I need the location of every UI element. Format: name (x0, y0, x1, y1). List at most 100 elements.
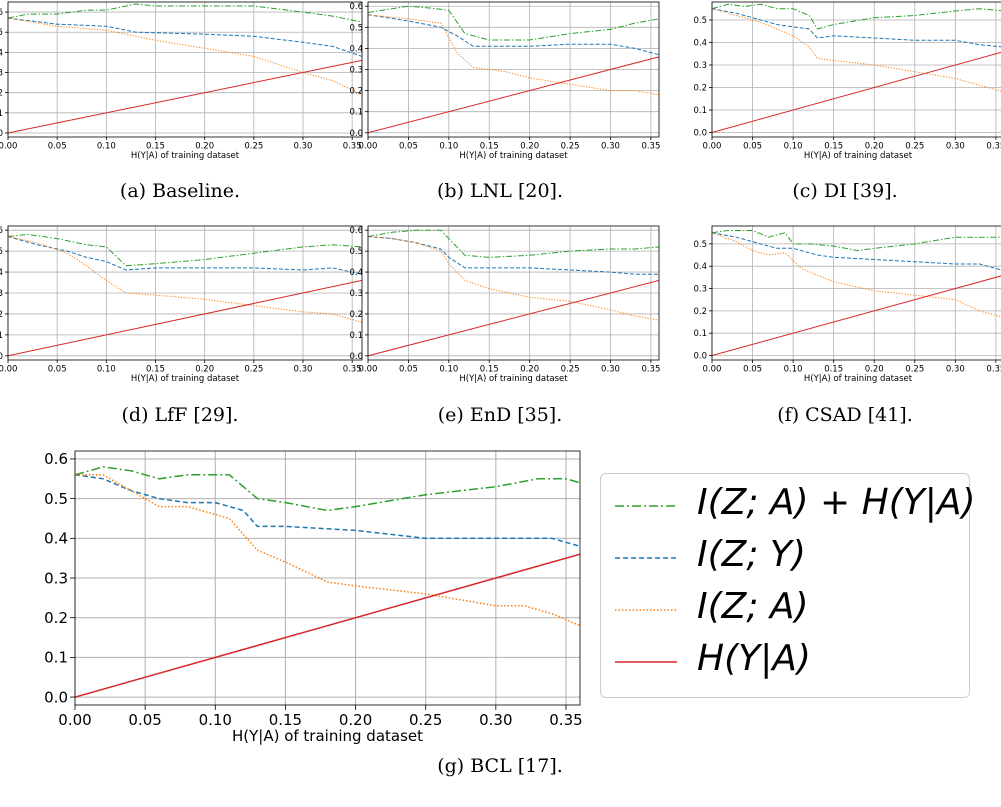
x-tick-label: 0.30 (294, 365, 313, 375)
y-tick-label: 0.1 (44, 649, 68, 667)
x-tick-label: 0.20 (195, 365, 214, 375)
x-tick-label: 0.05 (48, 142, 67, 152)
x-axis-label: H(Y|A) of training dataset (804, 374, 913, 384)
series-line-zy (368, 236, 659, 275)
legend-entry-hya: H(Y|A) (601, 638, 969, 680)
y-tick-label: 0.2 (44, 609, 68, 627)
x-axis-label: H(Y|A) of training dataset (459, 374, 568, 384)
series-line-zy (8, 236, 362, 275)
series-line-hya (75, 553, 580, 698)
series-line-hya (8, 279, 362, 357)
x-tick-label: 0.05 (399, 365, 418, 375)
legend-entry-sum: I(Z; A) + H(Y|A) (601, 482, 976, 524)
x-tick-label: 0.15 (480, 365, 499, 375)
chart-e: 0.00 0.05 0.10 0.15 0.20 0.25 0.30 0.35 0.0 0.1 0.… (349, 225, 660, 384)
x-tick-label: 0.00 (0, 142, 17, 152)
legend-label-sum: I(Z; A) + H(Y|A) (697, 482, 976, 523)
legend-line-zy (615, 557, 677, 559)
legend-line-za (615, 609, 677, 611)
y-tick-label: 0.5 (44, 490, 68, 508)
y-tick-label: 0.3 (0, 289, 3, 299)
x-tick-label: 0.20 (865, 365, 884, 375)
chart-f: 0.00 0.05 0.10 0.15 0.20 0.25 0.30 0.35 0.0 0.1 0.… (693, 225, 1001, 384)
x-tick-label: 0.05 (399, 142, 418, 152)
chart-a: 0.00 0.05 0.10 0.15 0.20 0.25 0.30 0.35 0.0 0.1 0.… (0, 1, 363, 161)
x-tick-label: 0.30 (601, 142, 620, 152)
y-tick-label: 0.0 (693, 128, 707, 138)
y-tick-label: 0.4 (349, 268, 363, 278)
y-tick-label: 0.6 (0, 8, 3, 18)
x-tick-label: 0.25 (905, 142, 924, 152)
series-line-za (8, 236, 362, 323)
x-axis-label: H(Y|A) of training dataset (459, 151, 568, 161)
plot-frame (711, 1, 1001, 138)
x-tick-label: 0.00 (359, 365, 378, 375)
y-tick-label: 0.3 (0, 68, 3, 78)
y-tick-label: 0.3 (44, 569, 68, 587)
x-tick-label: 0.10 (439, 365, 458, 375)
y-tick-label: 0.5 (0, 28, 3, 38)
series-line-zy (368, 14, 659, 56)
legend: I(Z; A) + H(Y|A) I(Z; Y) I(Z; A) H(Y|A) (600, 473, 976, 698)
series-line-hya (712, 275, 1001, 356)
caption-g: (g) BCL [17]. (437, 755, 563, 777)
caption-f: (f) CSAD [41]. (777, 404, 913, 426)
series-line-zy (712, 8, 1001, 48)
x-tick-label: 0.00 (58, 711, 91, 729)
x-tick-label: 0.00 (0, 365, 17, 375)
y-tick-label: 0.2 (349, 310, 363, 320)
y-tick-label: 0.6 (349, 226, 363, 236)
y-tick-label: 0.3 (693, 285, 707, 295)
x-tick-label: 0.25 (244, 365, 263, 375)
x-tick-label: 0.30 (479, 711, 512, 729)
series-line-sum (368, 5, 659, 41)
y-tick-label: 0.1 (349, 108, 363, 118)
x-axis-label: H(Y|A) of training dataset (232, 727, 423, 745)
series-line-zy (8, 17, 362, 57)
x-tick-label: 0.05 (743, 365, 762, 375)
y-tick-label: 0.2 (349, 87, 363, 97)
legend-line-sum (615, 505, 677, 507)
x-tick-label: 0.20 (520, 142, 539, 152)
x-tick-label: 0.25 (561, 365, 580, 375)
x-tick-label: 0.35 (986, 365, 1001, 375)
chart-d: 0.00 0.05 0.10 0.15 0.20 0.25 0.30 0.35 0.0 0.1 0.… (0, 225, 363, 384)
y-tick-label: 0.4 (693, 38, 707, 48)
x-tick-label: 0.00 (703, 142, 722, 152)
y-tick-label: 0.6 (44, 450, 68, 468)
plot-frame (367, 225, 660, 361)
caption-a: (a) Baseline. (119, 180, 241, 202)
plot-frame (367, 1, 660, 138)
y-tick-label: 0.2 (693, 307, 707, 317)
x-tick-label: 0.35 (343, 142, 362, 152)
series-line-hya (712, 51, 1001, 133)
y-tick-label: 0.4 (693, 262, 707, 272)
legend-entry-zy: I(Z; Y) (601, 534, 969, 576)
x-tick-label: 0.35 (641, 365, 660, 375)
legend-label-hya: H(Y|A) (697, 638, 811, 679)
y-tick-label: 0.0 (349, 129, 363, 139)
x-tick-label: 0.05 (48, 365, 67, 375)
x-tick-label: 0.10 (439, 142, 458, 152)
y-tick-label: 0.0 (0, 129, 3, 139)
series-line-sum (8, 233, 362, 267)
series-line-zy (75, 474, 580, 548)
y-tick-label: 0.3 (349, 289, 363, 299)
x-axis-label: H(Y|A) of training dataset (804, 151, 913, 161)
y-tick-label: 0.5 (0, 247, 3, 257)
y-tick-label: 0.3 (349, 65, 363, 75)
series-line-hya (368, 56, 659, 134)
series-line-za (712, 8, 1001, 92)
y-tick-label: 0.1 (349, 331, 363, 341)
x-tick-label: 0.00 (703, 365, 722, 375)
y-tick-label: 0.4 (44, 530, 68, 548)
x-tick-label: 0.10 (97, 142, 116, 152)
x-tick-label: 0.25 (905, 365, 924, 375)
legend-label-zy: I(Z; Y) (697, 534, 806, 575)
x-tick-label: 0.35 (343, 365, 362, 375)
series-line-za (368, 236, 659, 321)
y-tick-label: 0.6 (349, 2, 363, 12)
y-tick-label: 0.5 (693, 240, 707, 250)
x-tick-label: 0.30 (946, 365, 965, 375)
